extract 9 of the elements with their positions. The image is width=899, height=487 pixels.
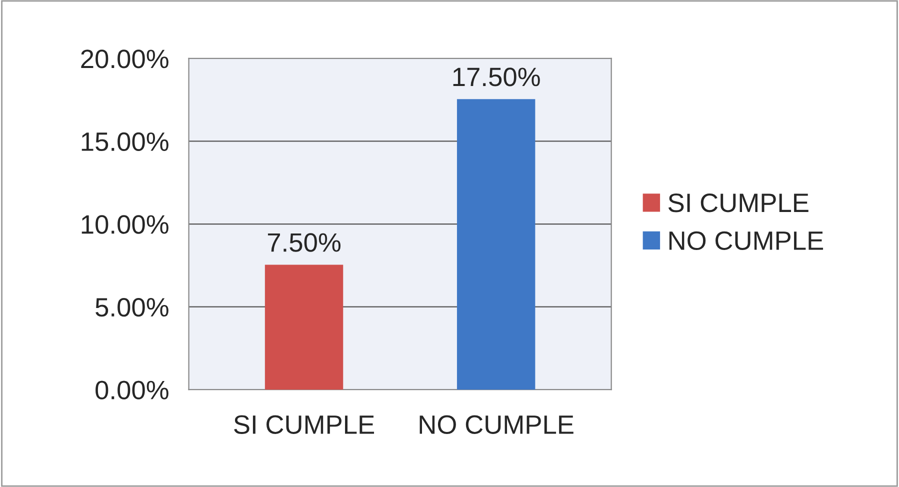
data-label: 7.50% xyxy=(268,233,340,252)
data-label: 17.50% xyxy=(453,68,540,86)
legend-label: NO CUMPLE xyxy=(669,231,824,250)
y-tick-label: 5.00% xyxy=(96,298,168,317)
legend-label: SI CUMPLE xyxy=(668,194,808,212)
y-tick-label: 10.00% xyxy=(82,215,168,234)
y-tick-label: 15.00% xyxy=(82,132,168,152)
y-tick-label: 0.00% xyxy=(96,380,168,400)
y-tick-label: 20.00% xyxy=(81,50,168,68)
